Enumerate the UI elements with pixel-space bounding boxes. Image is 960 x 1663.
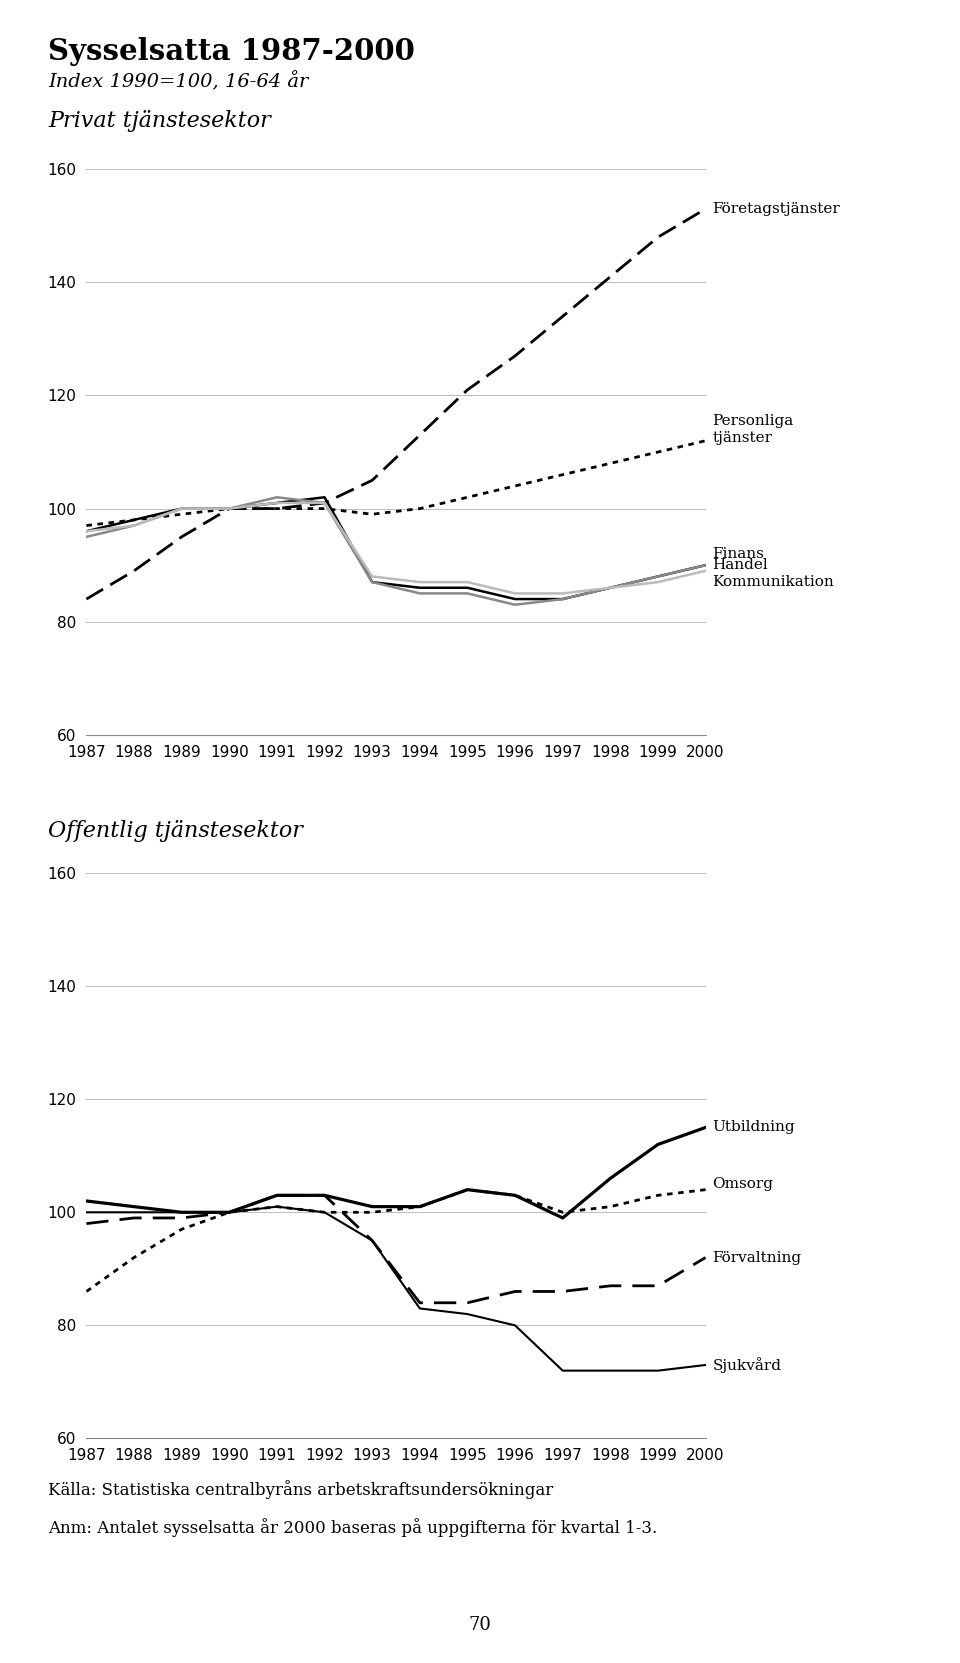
Text: Handel: Handel	[712, 559, 768, 572]
Text: 70: 70	[468, 1616, 492, 1635]
Text: Offentlig tjänstesektor: Offentlig tjänstesektor	[48, 820, 302, 841]
Text: Sysselsatta 1987-2000: Sysselsatta 1987-2000	[48, 37, 415, 65]
Text: Privat tjänstesektor: Privat tjänstesektor	[48, 110, 271, 131]
Text: Källa: Statistiska centralbyråns arbetskraftsundersökningar: Källa: Statistiska centralbyråns arbetsk…	[48, 1480, 553, 1498]
Text: Index 1990=100, 16-64 år: Index 1990=100, 16-64 år	[48, 72, 308, 91]
Text: Företagstjänster: Företagstjänster	[712, 201, 840, 216]
Text: Förvaltning: Förvaltning	[712, 1251, 802, 1264]
Text: Anm: Antalet sysselsatta år 2000 baseras på uppgifterna för kvartal 1-3.: Anm: Antalet sysselsatta år 2000 baseras…	[48, 1518, 658, 1537]
Text: Kommunikation: Kommunikation	[712, 575, 834, 589]
Text: Utbildning: Utbildning	[712, 1121, 795, 1134]
Text: Finans: Finans	[712, 547, 764, 560]
Text: Omsorg: Omsorg	[712, 1177, 774, 1191]
Text: Sjukvård: Sjukvård	[712, 1357, 781, 1374]
Text: Personliga
tjänster: Personliga tjänster	[712, 414, 794, 444]
